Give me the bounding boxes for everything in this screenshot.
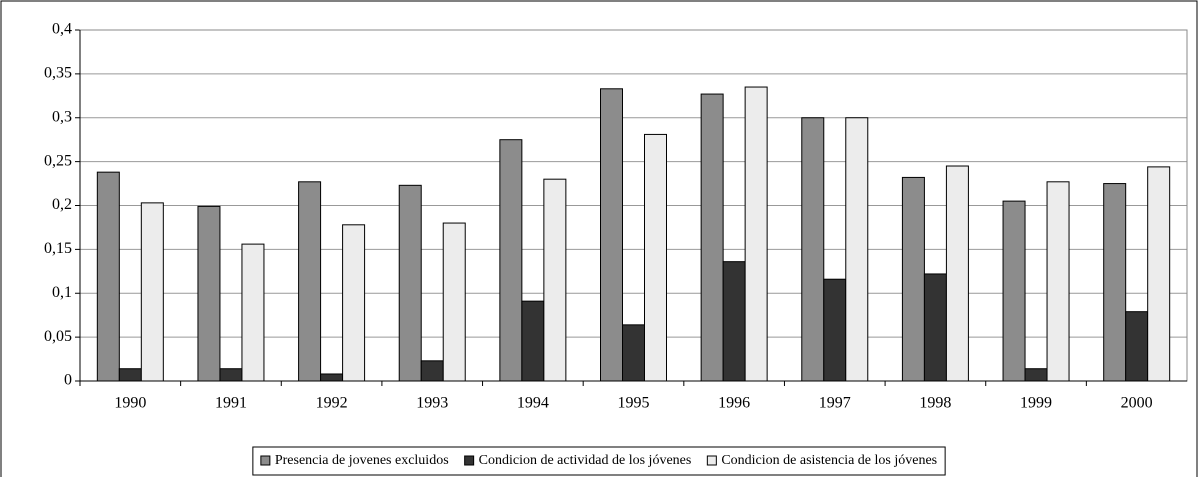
x-tick-label: 1996 (718, 395, 750, 412)
bar (499, 139, 523, 382)
bar (744, 86, 768, 382)
bar (398, 184, 422, 382)
bar (622, 324, 645, 382)
bar (96, 171, 120, 382)
x-tick-label: 1999 (1020, 395, 1052, 412)
legend-label: Condicion de actividad de los jóvenes (479, 453, 692, 468)
bar (923, 273, 947, 382)
legend-label: Presencia de jovenes excluidos (275, 453, 449, 468)
bar (1147, 166, 1171, 382)
bar (1103, 183, 1127, 382)
bar (722, 261, 746, 382)
y-tick-label: 0,35 (44, 65, 72, 82)
bar (420, 360, 444, 382)
y-tick-label: 0,4 (52, 21, 72, 38)
y-tick-label: 0,05 (44, 328, 72, 345)
bar (901, 176, 925, 382)
bar (342, 224, 366, 382)
bar (241, 243, 265, 382)
y-tick-label: 0,3 (52, 108, 72, 125)
y-tick-label: 0,1 (52, 284, 72, 301)
x-tick-label: 1995 (618, 395, 650, 412)
x-tick-label: 1997 (819, 395, 851, 412)
bar (945, 165, 969, 382)
legend-box (252, 446, 946, 476)
y-tick-label: 0,25 (44, 152, 72, 169)
y-tick-label: 0,2 (52, 196, 72, 213)
bar (118, 368, 142, 382)
legend-swatch (706, 455, 717, 466)
bar (823, 278, 847, 382)
bar (600, 88, 623, 382)
bar (521, 300, 545, 382)
bar (1024, 368, 1048, 382)
x-tick-label: 2000 (1121, 395, 1153, 412)
y-tick-label: 0,15 (44, 240, 72, 257)
legend: Presencia de jovenes excluidos Condicion … (252, 446, 946, 476)
bar (1125, 311, 1149, 382)
x-tick-label: 1993 (416, 395, 448, 412)
bar (298, 181, 322, 382)
legend-swatch (260, 455, 271, 466)
x-tick-label: 1992 (316, 395, 348, 412)
bar (219, 368, 243, 382)
bar (140, 202, 164, 382)
bar (197, 205, 221, 382)
bar (543, 178, 567, 382)
bar (700, 93, 724, 382)
bar (1002, 200, 1026, 382)
legend-label: Condicion de asistencia de los jóvenes (721, 453, 937, 468)
x-tick-label: 1990 (114, 395, 146, 412)
bar (442, 222, 466, 382)
y-tick-label: 0 (64, 372, 72, 389)
x-tick-label: 1991 (215, 395, 247, 412)
bar (320, 373, 344, 382)
legend-swatch (464, 455, 475, 466)
bar (1046, 181, 1070, 382)
x-tick-label: 1994 (517, 395, 549, 412)
x-tick-label: 1998 (919, 395, 951, 412)
bar (845, 117, 869, 382)
bar (644, 133, 667, 382)
bar (801, 117, 825, 382)
